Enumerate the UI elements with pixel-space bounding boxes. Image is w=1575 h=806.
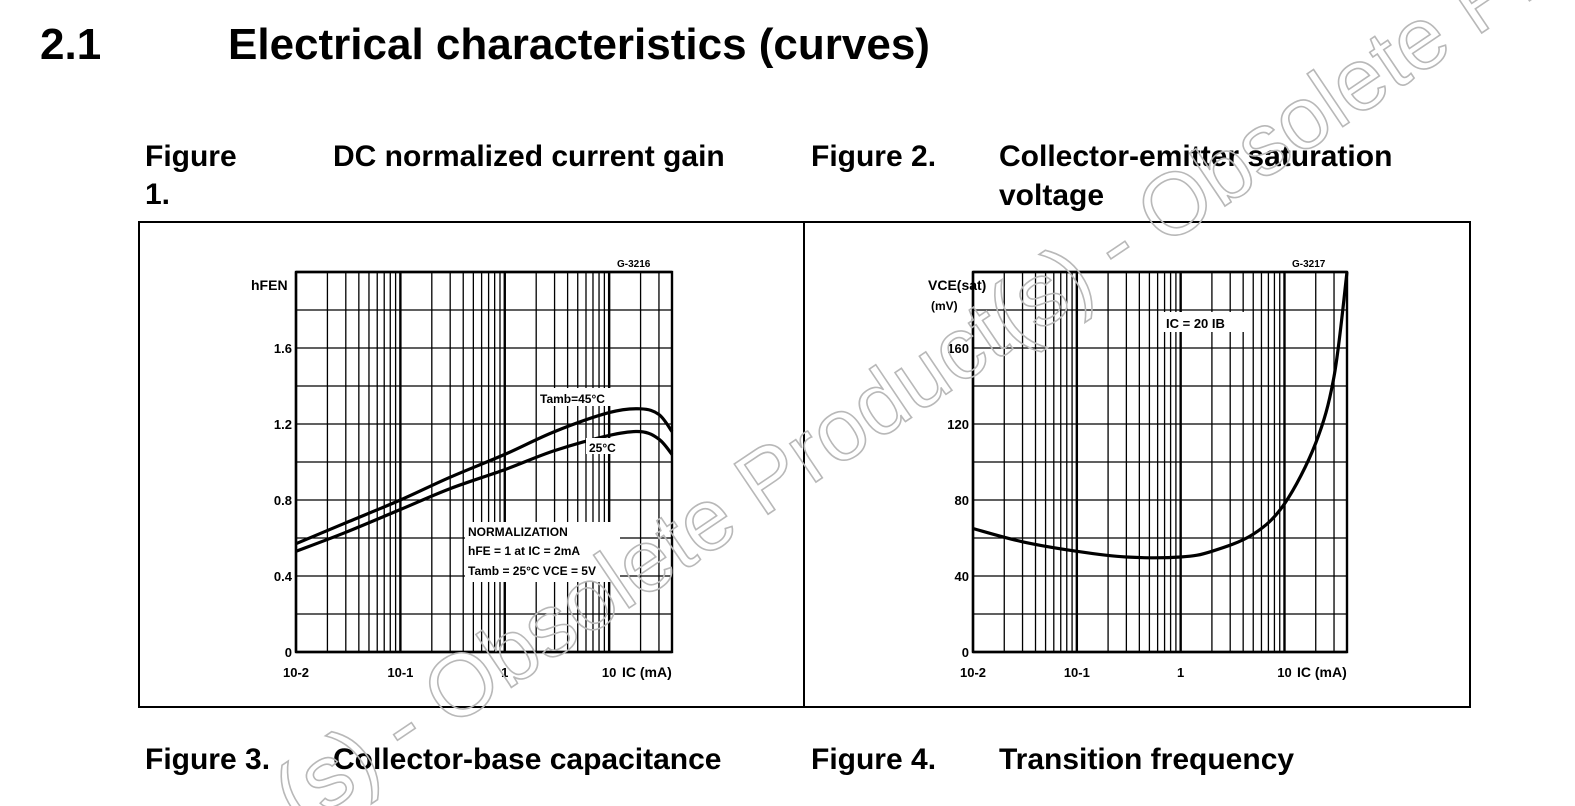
figure-1-title: DC normalized current gain [333, 140, 725, 173]
y-tick-label: 1.2 [274, 417, 292, 432]
series-label-45c: Tamb=45°C [540, 392, 605, 406]
series-line-0 [972, 271, 1349, 560]
annotation-bg [465, 522, 620, 582]
y-tick-label: 120 [947, 417, 969, 432]
y-tick-label: 0.8 [274, 493, 292, 508]
figure-3-number: Figure 3. [145, 743, 271, 776]
series-label-bg [586, 438, 626, 454]
figure-2-number: Figure 2. [811, 140, 937, 173]
figure-1-number: Figure 1. [145, 140, 237, 211]
y-tick-label: 0.4 [274, 569, 293, 584]
x-tick-label: 10 [1277, 665, 1291, 680]
y-tick-label: 0 [962, 645, 969, 660]
y-axis-unit: (mV) [931, 299, 958, 313]
section-number: 2.1 [40, 20, 102, 69]
x-tick-label: 10-1 [387, 665, 413, 680]
x-axis-label: IC (mA) [622, 664, 672, 680]
plot-border [971, 270, 1349, 654]
series-line-1 [295, 429, 674, 553]
series-label-25c: 25°C [589, 441, 616, 455]
figure-code: G-3217 [1292, 259, 1326, 270]
figure-code: G-3216 [617, 259, 651, 270]
y-tick-label: 1.6 [274, 341, 292, 356]
annotation-ic-ib: IC = 20 IB [1166, 316, 1225, 331]
x-tick-label: 10-2 [960, 665, 986, 680]
plot-border [294, 270, 674, 654]
x-tick-label: 10-2 [283, 665, 309, 680]
annotation-bg [1160, 312, 1245, 332]
annotation-conditions: Tamb = 25°C VCE = 5V [468, 564, 596, 578]
y-axis-label: VCE(sat) [928, 277, 986, 293]
y-tick-label: 40 [955, 569, 969, 584]
figure-2-title-line2: voltage [999, 179, 1105, 212]
x-tick-label: 10-1 [1064, 665, 1090, 680]
series-label-bg [538, 388, 620, 406]
series-line-0 [295, 407, 674, 546]
x-tick-label: 1 [501, 665, 508, 680]
y-axis-label: hFEN [251, 277, 288, 293]
figure-4-number: Figure 4. [811, 743, 937, 776]
annotation-normalization: NORMALIZATION [468, 525, 568, 539]
figures-divider [803, 221, 805, 708]
y-tick-label: 80 [955, 493, 969, 508]
x-tick-label: 10 [602, 665, 616, 680]
y-tick-label: 160 [947, 341, 969, 356]
section-title: Electrical characteristics (curves) [228, 20, 930, 69]
figure-4-title: Transition frequency [999, 743, 1295, 776]
figure-3-title: Collector-base capacitance [333, 743, 722, 776]
x-axis-label: IC (mA) [1297, 664, 1347, 680]
annotation-hfe: hFE = 1 at IC = 2mA [468, 544, 580, 558]
x-tick-label: 1 [1177, 665, 1184, 680]
figure-2-title-line1: Collector-emitter saturation [999, 140, 1393, 173]
y-tick-label: 0 [285, 645, 292, 660]
